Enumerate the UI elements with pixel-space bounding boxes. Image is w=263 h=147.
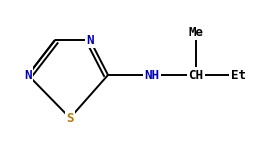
Text: NH: NH — [144, 69, 159, 81]
Text: N: N — [24, 69, 32, 81]
Text: S: S — [66, 112, 74, 125]
Text: N: N — [86, 34, 94, 46]
Text: Me: Me — [189, 25, 204, 39]
Text: Et: Et — [230, 69, 245, 81]
Text: CH: CH — [189, 69, 204, 81]
